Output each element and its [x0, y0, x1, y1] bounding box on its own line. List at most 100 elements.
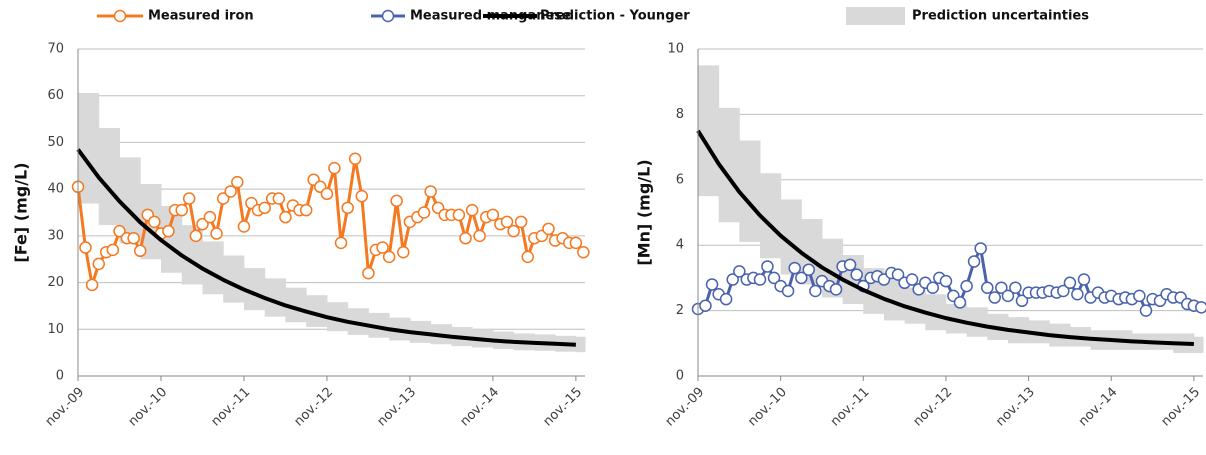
data-point	[926, 281, 939, 294]
data-point	[397, 245, 410, 259]
x-tick-label: nov.-10	[126, 385, 171, 430]
data-point	[967, 255, 981, 268]
data-point	[175, 203, 188, 217]
data-point	[521, 250, 534, 264]
data-point	[577, 245, 590, 259]
uncertainty-band	[780, 199, 802, 275]
y-tick-label: 2	[676, 303, 684, 318]
data-point	[1071, 288, 1084, 301]
y-tick-label: 0	[56, 369, 64, 384]
data-point	[486, 208, 500, 222]
data-point	[767, 271, 781, 285]
uncertainty-band	[264, 278, 286, 317]
data-point	[390, 194, 403, 208]
data-point	[507, 224, 520, 238]
uncertainty-band	[223, 255, 245, 303]
prediction-line	[76, 148, 576, 347]
data-point	[974, 242, 987, 255]
data-point	[753, 273, 767, 286]
data-point	[231, 175, 244, 189]
data-point	[809, 284, 822, 298]
data-point	[189, 229, 203, 243]
x-tick-label: nov.-14	[1076, 385, 1121, 430]
x-tick-label: nov.-15	[1158, 385, 1203, 430]
data-point	[279, 210, 292, 224]
prediction-line	[696, 129, 1194, 346]
y-axis-title: [Fe] (mg/L)	[12, 162, 31, 262]
data-point	[341, 201, 354, 215]
y-tick-label: 10	[667, 42, 684, 57]
data-point	[459, 231, 472, 245]
data-point	[699, 299, 712, 312]
data-point	[761, 260, 774, 273]
y-tick-label: 60	[47, 88, 64, 103]
x-tick-label: nov.-09	[43, 385, 88, 430]
data-point	[320, 187, 334, 201]
y-tick-label: 4	[676, 238, 684, 253]
uncertainty-band	[759, 173, 782, 259]
data-point	[939, 274, 953, 288]
uncertainty-band	[904, 287, 926, 324]
x-tick-label: nov.-11	[209, 385, 254, 430]
data-point	[829, 283, 843, 296]
data-point	[726, 273, 739, 286]
data-point	[328, 161, 341, 175]
data-point	[334, 236, 348, 250]
x-tick-label: nov.-11	[828, 385, 873, 430]
x-tick-label: nov.-10	[745, 385, 790, 430]
uncertainty-band	[698, 65, 720, 197]
data-point	[514, 215, 528, 229]
legend-label: Prediction - Younger	[540, 9, 690, 24]
data-point	[981, 281, 994, 294]
data-point	[705, 278, 719, 291]
data-point	[960, 279, 973, 293]
data-point	[79, 241, 92, 254]
data-point	[85, 278, 99, 292]
data-point	[376, 241, 389, 254]
data-point	[500, 215, 514, 229]
data-point	[182, 192, 196, 205]
data-point	[299, 203, 313, 217]
uncertainty-band	[78, 92, 100, 204]
y-tick-label: 20	[47, 275, 64, 290]
data-point	[1063, 276, 1077, 290]
data-point	[1001, 289, 1015, 303]
legend-label: Measured iron	[148, 9, 254, 24]
y-tick-label: 30	[47, 228, 64, 243]
data-point	[988, 291, 1001, 304]
data-point	[891, 268, 905, 281]
data-point	[1195, 301, 1206, 314]
data-point	[1009, 281, 1022, 294]
data-point	[417, 206, 431, 219]
uncertainty-band	[285, 287, 307, 323]
data-point	[127, 231, 140, 245]
data-point	[1139, 304, 1153, 317]
data-point	[452, 208, 466, 222]
legend-marker	[381, 9, 395, 23]
data-point	[113, 224, 126, 238]
y-tick-label: 70	[47, 42, 64, 57]
uncertainty-band	[119, 157, 141, 244]
uncertainty-band	[575, 336, 586, 353]
data-point	[106, 243, 120, 257]
x-tick-label: nov.-09	[663, 385, 708, 430]
legend-swatch	[846, 7, 905, 25]
data-point	[258, 201, 271, 215]
x-tick-label: nov.-12	[292, 385, 337, 430]
data-point	[569, 236, 583, 250]
data-point	[719, 292, 733, 306]
data-point	[224, 185, 237, 198]
y-tick-label: 0	[676, 369, 684, 384]
data-point	[348, 152, 362, 166]
legend-label: Prediction uncertainties	[912, 9, 1089, 24]
data-point	[362, 266, 375, 280]
data-point	[133, 244, 147, 258]
uncertainty-band	[368, 312, 390, 338]
y-tick-label: 6	[676, 172, 684, 187]
uncertainty-band	[718, 107, 740, 223]
uncertainty-band	[202, 241, 224, 295]
x-tick-label: nov.-15	[540, 385, 585, 430]
data-point	[216, 192, 230, 205]
x-tick-label: nov.-14	[457, 385, 502, 430]
